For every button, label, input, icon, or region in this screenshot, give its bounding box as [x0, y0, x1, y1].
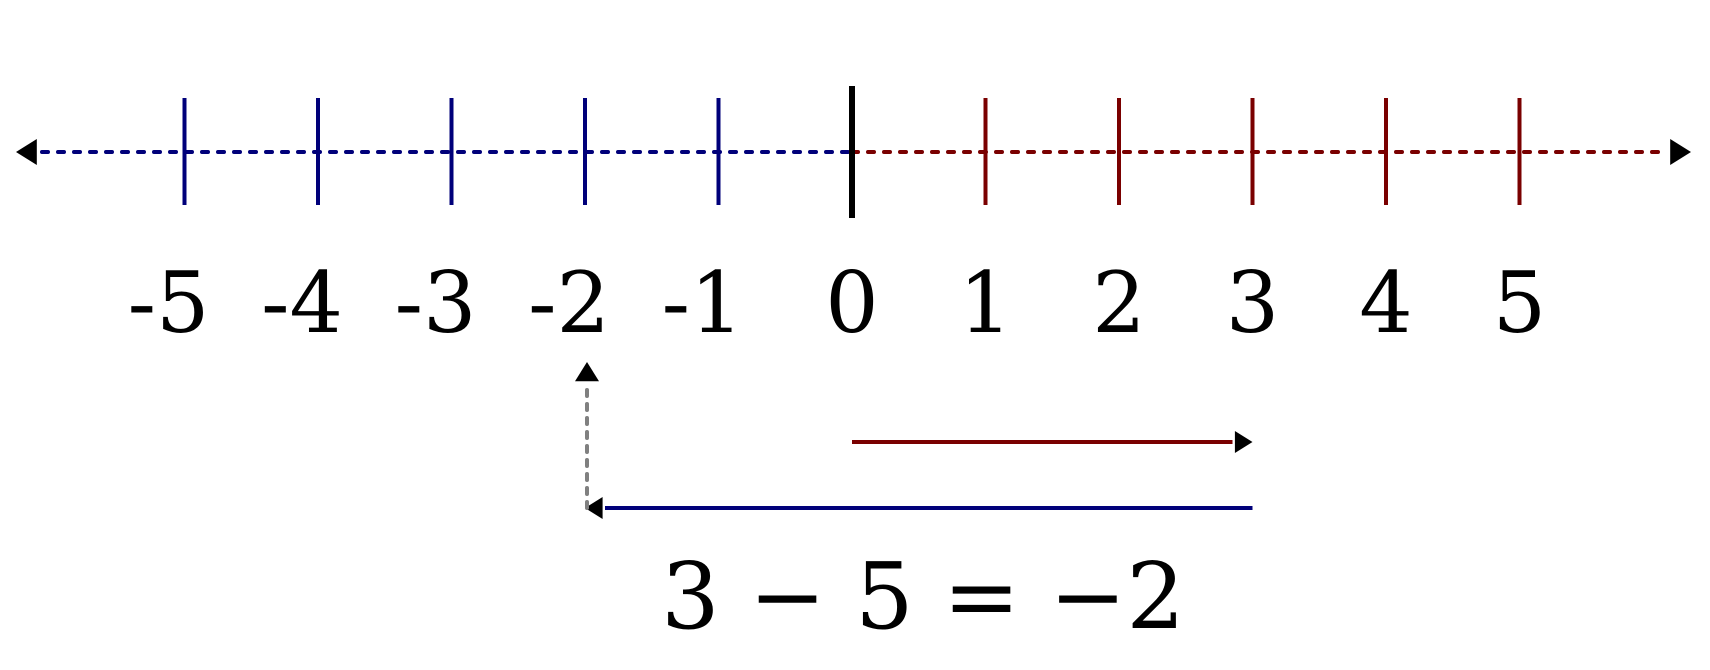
tick-label: 4: [1359, 254, 1412, 352]
tick-label: 3: [1226, 254, 1279, 352]
minus-five-arrowhead-icon: [585, 497, 603, 519]
tick-label: -2: [528, 254, 610, 352]
result-pointer-arrowhead-icon: [575, 362, 599, 382]
left-arrowhead-icon: [16, 139, 37, 165]
movement-arrows: [575, 362, 1253, 519]
tick-label: -1: [662, 254, 744, 352]
tick-marks: [182, 86, 1522, 218]
tick-label: -4: [261, 254, 343, 352]
number-line: -5 -4 -3 -2 -1 0 1 2 3 4 5: [16, 86, 1691, 352]
tick-label: 5: [1493, 254, 1546, 352]
tick-label: 2: [1092, 254, 1145, 352]
plus-three-arrowhead-icon: [1234, 431, 1253, 453]
right-arrowhead-icon: [1670, 139, 1691, 165]
tick-labels: -5 -4 -3 -2 -1 0 1 2 3 4 5: [128, 254, 1547, 352]
equation: 3 − 5 = −2: [661, 543, 1185, 650]
tick-label: -5: [128, 254, 210, 352]
tick-label: 1: [959, 254, 1012, 352]
tick-label: -3: [395, 254, 477, 352]
tick-label: 0: [825, 254, 878, 352]
